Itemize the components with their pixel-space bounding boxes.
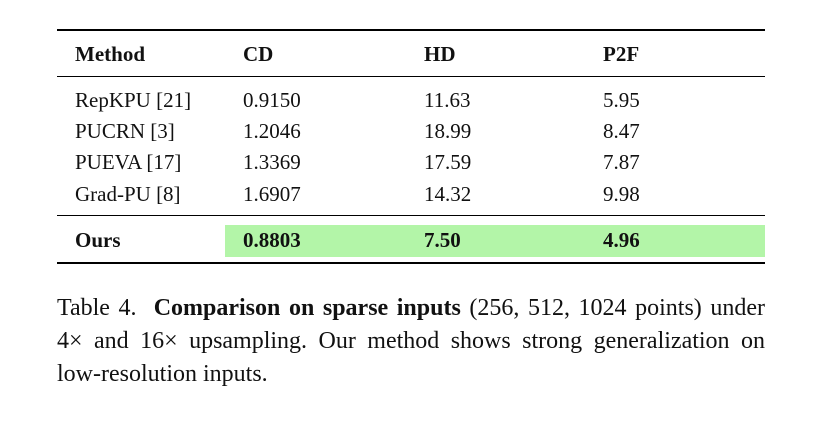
table-cell: Grad-PU [8] <box>75 182 181 206</box>
caption-text: (256, 512, 1024 points) under 4× and 16×… <box>57 295 765 387</box>
table-cell: 17.59 <box>424 150 472 174</box>
table-cell: RepKPU [21] <box>75 88 192 112</box>
highlight-cell: 0.8803 <box>243 228 301 252</box>
table-cell: PUEVA [17] <box>75 150 182 174</box>
table-cell: 0.9150 <box>243 88 301 112</box>
table-cell: 1.2046 <box>243 119 301 143</box>
table-cell: PUCRN [3] <box>75 119 175 143</box>
header-rule <box>57 76 765 77</box>
table-cell: 1.3369 <box>243 150 301 174</box>
table-cell: 9.98 <box>603 182 640 206</box>
table-cell: 7.87 <box>603 150 640 174</box>
table-cell: 8.47 <box>603 119 640 143</box>
caption-bold: Comparison on sparse inputs <box>153 295 461 321</box>
highlight-cell: Ours <box>75 228 121 252</box>
table-cell: 18.99 <box>424 119 472 143</box>
highlight-cell: 7.50 <box>424 228 461 252</box>
top-rule <box>57 29 765 31</box>
caption-label: Table 4. <box>57 295 137 321</box>
table-cell: 5.95 <box>603 88 640 112</box>
caption: Table 4. Comparison on sparse inputs (25… <box>57 292 765 391</box>
row-highlight <box>225 225 765 257</box>
bottom-rule <box>57 262 765 264</box>
header-cell: Method <box>75 42 145 66</box>
header-cell: CD <box>243 42 274 66</box>
header-cell: HD <box>424 42 456 66</box>
table-cell: 1.6907 <box>243 182 301 206</box>
highlight-cell: 4.96 <box>603 228 640 252</box>
header-cell: P2F <box>603 42 640 66</box>
mid-rule <box>57 215 765 216</box>
table-cell: 14.32 <box>424 182 472 206</box>
table-cell: 11.63 <box>424 88 471 112</box>
